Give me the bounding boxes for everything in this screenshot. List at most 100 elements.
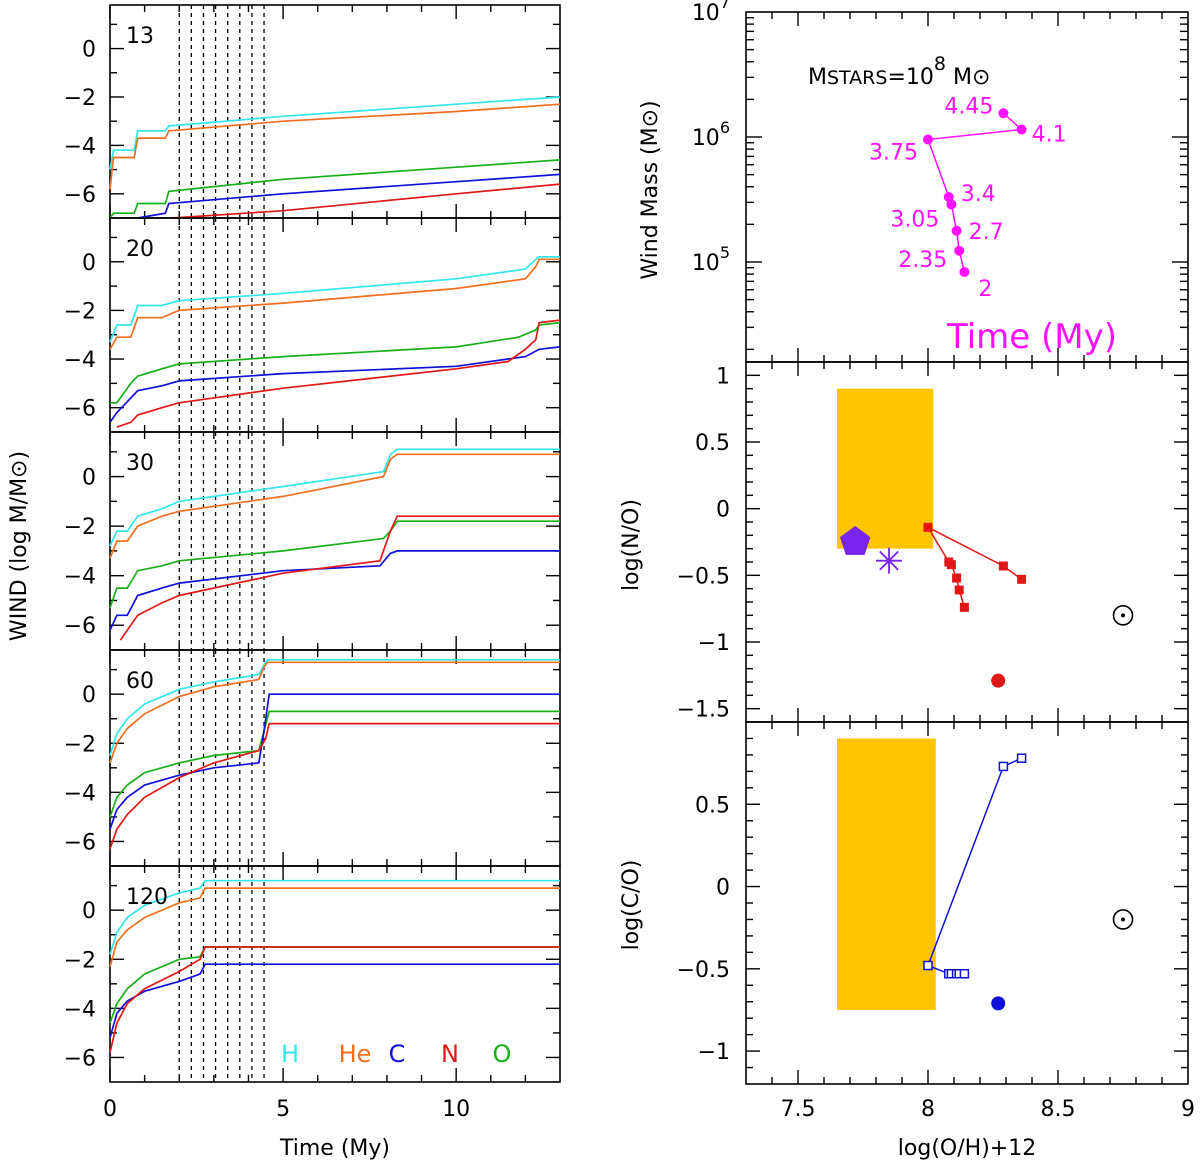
y-axis-title: WIND (log M/M⊙)	[7, 451, 32, 641]
series-line-O	[110, 321, 561, 404]
initial-c-over-o-dot	[991, 996, 1006, 1011]
observed-range-box	[837, 738, 936, 1010]
series-line-N	[109, 946, 560, 1053]
series-line-C	[109, 346, 561, 423]
y-tick-label: 0.5	[695, 793, 730, 818]
panel-frame	[109, 649, 561, 867]
wind-panel-120: 0 −2 −4 −6 120	[64, 865, 561, 1083]
series-line-He	[109, 103, 561, 190]
y-tick-label: −0.5	[677, 564, 730, 589]
c-over-o-panel: 0.5 0 −0.5 −1 log(C/O) 7.5 8 8.5 9 log(O/H)+12	[619, 721, 1195, 1161]
series-line-C	[137, 173, 561, 219]
x-tick-label: 5	[276, 1097, 290, 1122]
time-axis-caption: Time (My)	[946, 317, 1117, 357]
x-tick-label: 8	[921, 1097, 935, 1122]
y-tick-label: 0	[716, 876, 730, 901]
y-tick-label: −6	[64, 830, 96, 855]
series-line-C	[109, 693, 560, 830]
series-line-O	[109, 946, 560, 1024]
legend-O: O	[493, 1040, 512, 1068]
solar-symbol	[1112, 605, 1134, 626]
wind-panel-30: 0 −2 −4 −6 30	[64, 431, 561, 651]
series-line-N	[116, 319, 561, 428]
y-tick-label: 0	[82, 466, 96, 491]
wind-mass-point-3.75	[923, 134, 933, 145]
n-over-o-point	[952, 573, 962, 583]
y-tick-label: −2	[64, 732, 96, 757]
wind-mass-point-2.35	[954, 245, 965, 256]
panel-mass-label: 20	[126, 237, 154, 262]
series-line-He	[109, 258, 560, 350]
series-line-O	[109, 710, 560, 818]
y-tick-label: −6	[64, 183, 96, 208]
y-tick-label: −4	[64, 781, 96, 806]
x-tick-label: 0	[103, 1097, 117, 1122]
chart-title: MSTARS=108 M⊙	[808, 53, 990, 90]
y-tick-label: −1	[698, 631, 730, 656]
wind-mass-point-3.4	[943, 192, 954, 202]
panel-frame	[109, 217, 561, 433]
y-tick-label: −4	[64, 565, 96, 590]
n-over-o-point	[1017, 574, 1027, 584]
c-over-o-track	[927, 757, 1022, 975]
y-tick-label: −2	[64, 515, 96, 540]
y-tick-label: −6	[64, 1046, 96, 1071]
series-line-H	[109, 448, 560, 547]
c-over-o-point	[959, 969, 970, 979]
panel-frame	[745, 721, 1189, 1085]
panel-frame	[745, 361, 1189, 723]
panel-mass-label: 30	[126, 451, 154, 476]
x-tick-label: 9	[1181, 1097, 1195, 1122]
y-tick-label: −0.5	[677, 958, 730, 983]
y-tick-label: −4	[64, 134, 96, 159]
wind-mass-point-label: 3.75	[869, 141, 918, 166]
legend-N: N	[441, 1040, 459, 1068]
solar-symbol-dot	[1121, 917, 1125, 922]
series-line-O	[109, 520, 560, 609]
legend-He: He	[339, 1040, 372, 1068]
series-line-He	[109, 453, 560, 559]
panel-frame	[109, 865, 561, 1083]
y-tick-label: −2	[64, 86, 96, 111]
wind-panel-20: 0 −2 −4 −6 20	[64, 217, 561, 433]
y-tick-label: 0	[82, 38, 96, 63]
x-tick-label: 7.5	[781, 1097, 816, 1122]
y-tick-label: −4	[64, 997, 96, 1022]
y-tick-label: 105	[692, 243, 730, 276]
c-over-o-point	[1016, 753, 1027, 763]
n-over-o-point	[954, 585, 964, 595]
wind-mass-point-label: 2	[978, 277, 992, 302]
observed-range-box	[837, 388, 934, 549]
wind-mass-point-3.05	[946, 199, 957, 210]
wind-mass-point-4.45	[998, 108, 1009, 119]
wind-mass-point-label: 4.45	[944, 94, 993, 119]
wind-mass-point-label: 2.35	[898, 248, 947, 273]
y-tick-label: 1	[716, 364, 730, 389]
c-over-o-point	[923, 960, 933, 971]
panel-mass-label: 13	[126, 24, 154, 49]
x-axis-title: log(O/H)+12	[898, 1136, 1036, 1161]
wind-mass-panel: 105 106 107 Wind Mass (M⊙) MSTARS=108 M⊙ Time…	[638, 0, 1189, 363]
initial-n-over-o-dot	[991, 673, 1006, 688]
series-line-H	[109, 96, 561, 170]
wind-mass-point-label: 3.05	[890, 208, 939, 233]
y-tick-label: −6	[64, 397, 96, 422]
series-line-N	[109, 722, 560, 850]
series-line-H	[109, 256, 560, 343]
legend-C: C	[389, 1040, 406, 1068]
c-over-o-point	[998, 761, 1009, 772]
y-axis-title: Wind Mass (M⊙)	[638, 100, 663, 279]
series-line-H	[109, 879, 560, 955]
asterisk-marker	[876, 547, 902, 574]
x-tick-label: 10	[442, 1097, 470, 1122]
wind-mass-point-2.7	[951, 225, 962, 236]
n-over-o-point	[923, 522, 933, 532]
wind-panels-chart: 0 −2 −4 −6 13 0 −2 −4 −6 20 0 −2 −4 −6 30 0 −2 −4 −6 60 0 −2 −…	[7, 4, 561, 1161]
series-line-H	[109, 658, 560, 756]
wind-mass-point-label: 4.1	[1032, 123, 1067, 148]
wind-panel-13: 0 −2 −4 −6 13	[64, 4, 561, 219]
series-line-O	[109, 159, 561, 219]
series-line-He	[109, 661, 560, 764]
series-line-C	[109, 963, 560, 1039]
